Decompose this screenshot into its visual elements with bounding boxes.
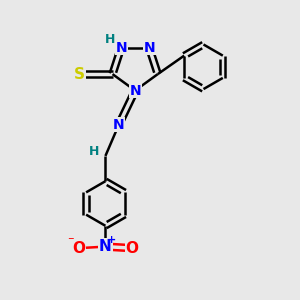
Text: S: S	[74, 67, 85, 82]
Text: N: N	[99, 239, 112, 254]
Text: O: O	[126, 241, 139, 256]
Text: H: H	[89, 145, 99, 158]
Text: N: N	[143, 40, 155, 55]
Text: O: O	[72, 241, 85, 256]
Text: +: +	[107, 235, 117, 245]
Text: ⁻: ⁻	[67, 235, 74, 248]
Text: H: H	[105, 33, 115, 46]
Text: N: N	[116, 40, 127, 55]
Text: N: N	[113, 118, 124, 132]
Text: N: N	[129, 84, 141, 98]
